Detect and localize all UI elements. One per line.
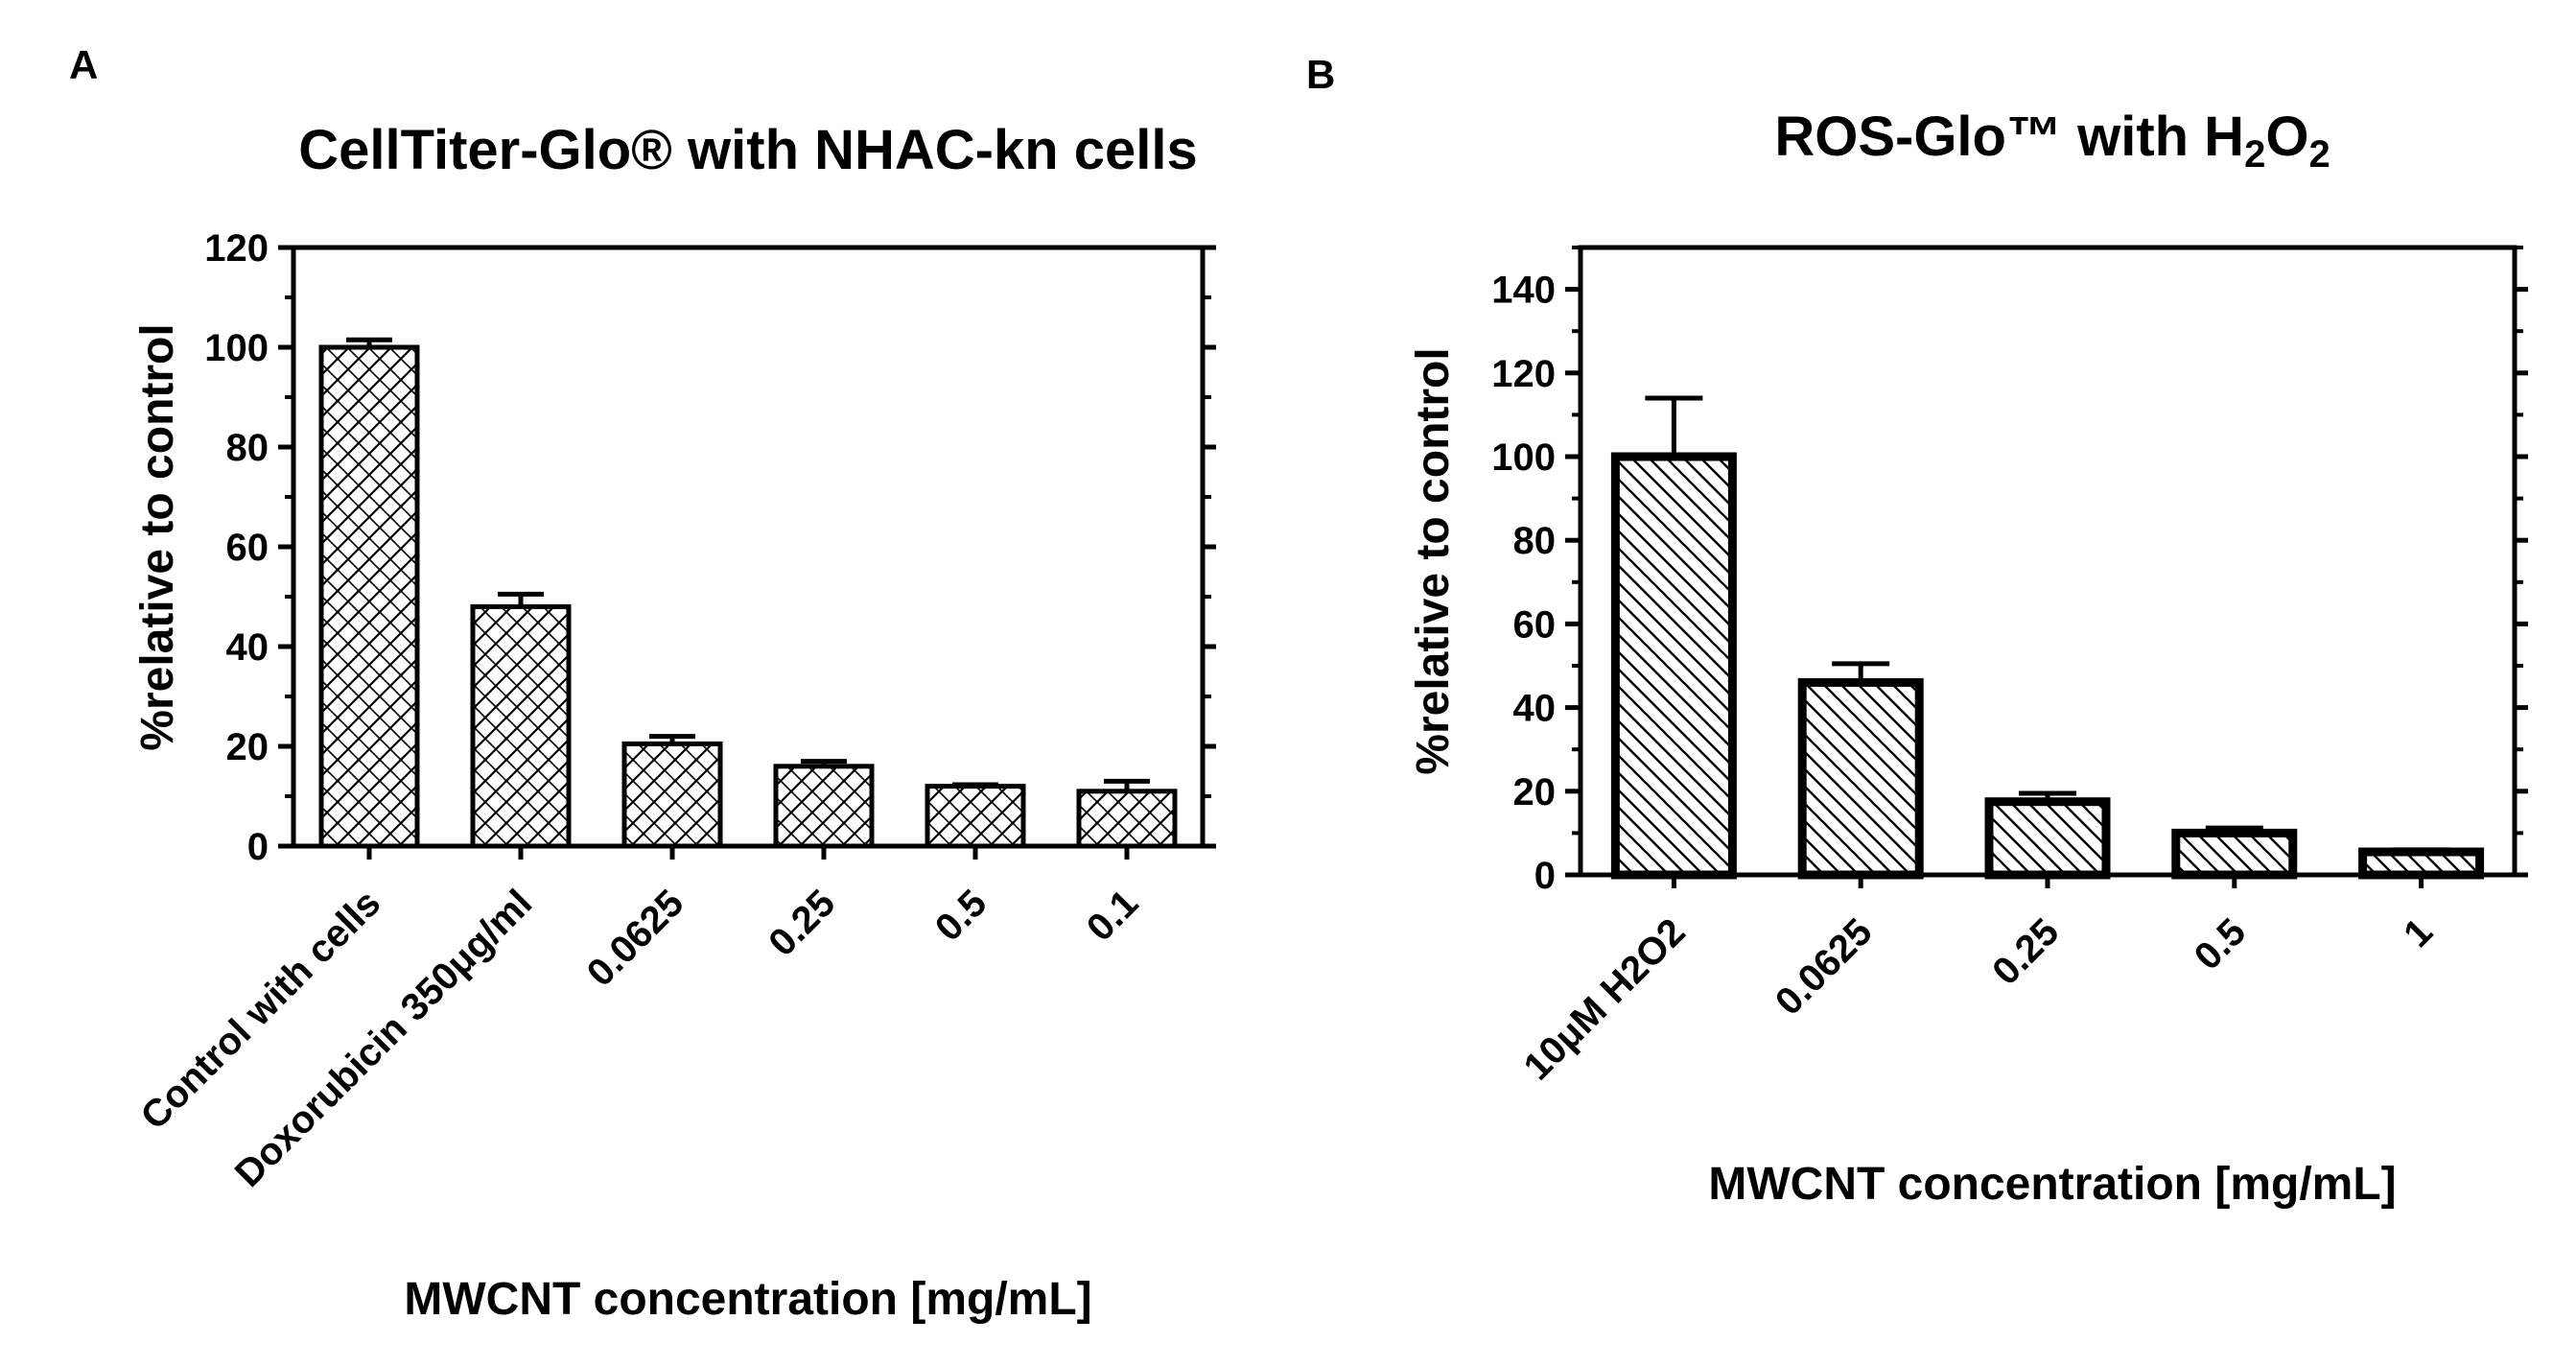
bar: [621, 741, 723, 849]
y-tick-label: 120: [1491, 353, 1556, 395]
x-tick-label: Doxorubicin 350μg/ml: [227, 882, 541, 1195]
y-tick-label: 40: [1513, 688, 1557, 730]
x-tick-label: 0.0625: [1768, 910, 1881, 1024]
y-tick-label: 20: [226, 726, 269, 768]
bar: [2358, 847, 2485, 880]
x-tick-label: 0.0625: [579, 882, 692, 995]
bar: [1610, 452, 1737, 880]
panel-b-letter: B: [1306, 52, 1335, 97]
y-tick-label: 100: [204, 327, 269, 369]
x-tick-label: 0.1: [1079, 882, 1146, 949]
y-tick-label: 0: [1534, 855, 1556, 897]
bar: [773, 764, 875, 849]
panel-a-xlabel: MWCNT concentration [mg/mL]: [404, 1274, 1091, 1325]
panel-b-xlabel: MWCNT concentration [mg/mL]: [1708, 1159, 2396, 1210]
bar: [925, 784, 1026, 849]
bar: [1797, 677, 1924, 880]
x-tick-label: 0.25: [761, 882, 843, 964]
panel-b-bars: [1610, 395, 2485, 880]
panel-b-ylabel: %relative to control: [1408, 347, 1459, 774]
bar: [1984, 797, 2111, 880]
panel-a-y-axis: 0 20 40 60 80 100 120: [204, 227, 1216, 868]
y-tick-label: 140: [1491, 270, 1556, 312]
panel-b-title-mid: O: [2265, 106, 2308, 168]
x-tick-label: 1: [2396, 910, 2441, 955]
panel-b-x-axis: 10μM H2O2 0.0625 0.25 0.5 1: [1516, 875, 2441, 1088]
x-tick-label: 0.5: [927, 882, 995, 949]
y-tick-label: 20: [1513, 771, 1557, 813]
bar: [2171, 828, 2298, 880]
panel-a-ylabel: %relative to control: [132, 323, 183, 750]
bar: [1076, 789, 1178, 849]
panel-a-plot-frame: [291, 245, 1206, 849]
x-tick-label: 0.25: [1984, 910, 2067, 993]
panel-b-title-sub1: 2: [2244, 133, 2265, 176]
y-tick-label: 120: [204, 227, 269, 270]
panel-b-title-main: ROS-Glo™ with H: [1774, 106, 2244, 168]
panel-a-title: CellTiter-Glo® with NHAC-kn cells: [298, 119, 1198, 181]
y-tick-label: 100: [1491, 436, 1556, 479]
x-tick-label: 0.5: [2187, 910, 2254, 978]
y-tick-label: 80: [1513, 520, 1557, 562]
y-tick-label: 80: [226, 427, 269, 469]
panel-a: A CellTiter-Glo® with NHAC-kn cells MWCN…: [69, 42, 1216, 1325]
panel-a-letter: A: [69, 42, 98, 87]
bar: [318, 344, 420, 849]
panel-b: B ROS-Glo™ with H2O2 MWCNT concentration…: [1306, 52, 2528, 1210]
bar: [470, 603, 572, 849]
panel-a-bars: [318, 337, 1178, 849]
panel-b-title: ROS-Glo™ with H2O2: [1774, 106, 2330, 176]
panel-b-title-sub2: 2: [2308, 133, 2330, 176]
y-tick-label: 60: [1513, 603, 1557, 646]
y-tick-label: 60: [226, 527, 269, 569]
x-tick-label: 10μM H2O2: [1516, 910, 1694, 1088]
y-tick-label: 40: [226, 626, 269, 669]
y-tick-label: 0: [247, 826, 269, 868]
